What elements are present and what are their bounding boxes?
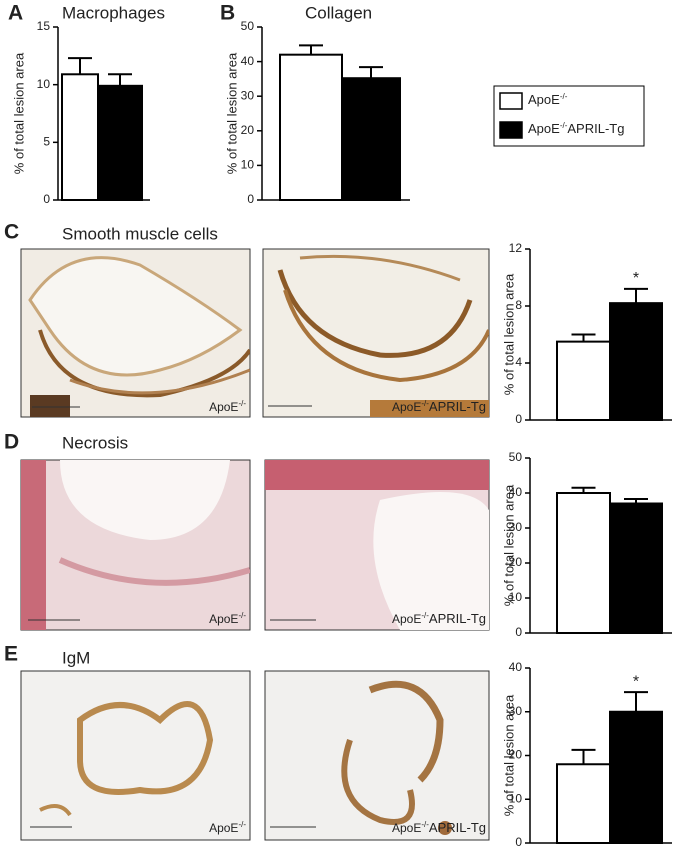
y-tick-label: 30 bbox=[509, 704, 523, 718]
y-tick-label: 20 bbox=[509, 555, 523, 569]
y-tick-label: 8 bbox=[515, 298, 522, 312]
error-bar bbox=[108, 73, 132, 86]
legend-swatch bbox=[499, 92, 523, 110]
panel-letter: E bbox=[4, 643, 18, 666]
y-tick-label: 0 bbox=[515, 625, 522, 639]
chart-title: Macrophages bbox=[62, 3, 165, 22]
error-bar bbox=[359, 66, 383, 79]
micrograph-label: ApoE-/- bbox=[209, 820, 246, 835]
chart-title: Smooth muscle cells bbox=[62, 224, 218, 243]
y-axis-label: % of total lesion area bbox=[501, 484, 516, 606]
legend-swatch bbox=[499, 121, 523, 139]
micrograph-label: ApoE-/- bbox=[209, 399, 246, 414]
y-tick-label: 20 bbox=[509, 748, 523, 762]
y-axis-label: % of total lesion area bbox=[224, 52, 239, 174]
y-axis-label: % of total lesion area bbox=[501, 273, 516, 395]
error-bar bbox=[299, 44, 323, 55]
y-tick-label: 40 bbox=[241, 54, 255, 68]
chart-title: Necrosis bbox=[62, 433, 128, 452]
panel-letter: D bbox=[4, 431, 19, 454]
error-bar bbox=[571, 333, 596, 342]
bar bbox=[279, 53, 343, 202]
bar bbox=[97, 84, 143, 201]
y-tick-label: 20 bbox=[241, 123, 255, 137]
y-tick-label: 30 bbox=[241, 88, 255, 102]
y-tick-label: 5 bbox=[43, 135, 50, 149]
chart-title: IgM bbox=[62, 648, 90, 667]
significance: * bbox=[633, 673, 639, 690]
bar bbox=[556, 763, 611, 844]
y-tick-label: 4 bbox=[515, 355, 522, 369]
y-axis-label: % of total lesion area bbox=[11, 52, 26, 174]
y-tick-label: 10 bbox=[509, 590, 523, 604]
y-tick-label: 12 bbox=[509, 241, 523, 255]
micrograph bbox=[20, 459, 490, 631]
micrograph-label: ApoE-/- bbox=[209, 611, 246, 626]
micrograph-label: ApoE-/-APRIL-Tg bbox=[392, 820, 486, 835]
y-axis-label: % of total lesion area bbox=[501, 694, 516, 816]
micrograph bbox=[20, 670, 490, 841]
y-tick-label: 40 bbox=[509, 485, 523, 499]
y-tick-label: 10 bbox=[509, 791, 523, 805]
y-tick-label: 15 bbox=[37, 19, 51, 33]
bar bbox=[556, 492, 611, 634]
error-bar bbox=[68, 57, 92, 75]
y-tick-label: 0 bbox=[43, 192, 50, 206]
bar bbox=[341, 77, 401, 201]
y-tick-label: 50 bbox=[509, 450, 523, 464]
panel-letter: A bbox=[8, 2, 23, 25]
y-tick-label: 10 bbox=[241, 158, 255, 172]
panel-letter: C bbox=[4, 221, 19, 244]
y-tick-label: 10 bbox=[37, 77, 51, 91]
chart-title: Collagen bbox=[305, 3, 372, 22]
y-tick-label: 0 bbox=[515, 412, 522, 426]
significance: * bbox=[633, 270, 639, 287]
bar bbox=[609, 710, 663, 844]
bar bbox=[556, 340, 611, 421]
y-tick-label: 40 bbox=[509, 660, 523, 674]
bar bbox=[609, 502, 663, 634]
panel-letter: B bbox=[220, 2, 235, 25]
y-tick-label: 50 bbox=[241, 19, 255, 33]
y-tick-label: 0 bbox=[247, 192, 254, 206]
y-tick-label: 30 bbox=[509, 520, 523, 534]
legend-label: ApoE-/-APRIL-Tg bbox=[528, 121, 624, 136]
micrograph bbox=[20, 248, 490, 418]
bar bbox=[61, 73, 99, 201]
error-bar bbox=[624, 691, 648, 712]
micrograph-label: ApoE-/-APRIL-Tg bbox=[392, 399, 486, 414]
error-bar bbox=[571, 748, 596, 765]
bar bbox=[609, 302, 663, 421]
legend-label: ApoE-/- bbox=[528, 92, 568, 107]
error-bar bbox=[624, 287, 648, 304]
y-tick-label: 0 bbox=[515, 835, 522, 849]
micrograph-label: ApoE-/-APRIL-Tg bbox=[392, 611, 486, 626]
